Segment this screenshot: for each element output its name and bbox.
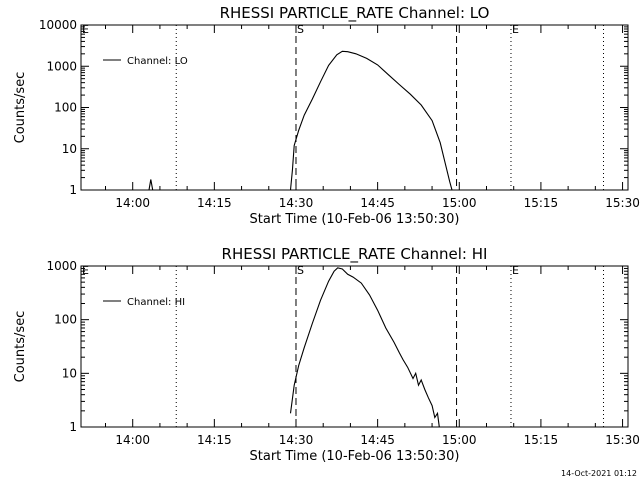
x-tick-label: 14:30 (279, 196, 314, 210)
event-marker-label: E (82, 264, 89, 277)
y-tick-label: 10000 (39, 18, 77, 32)
y-axis-label: Counts/sec (13, 72, 28, 144)
x-tick-label: 15:00 (442, 433, 477, 447)
x-tick-label: 15:15 (524, 196, 559, 210)
chart-title: RHESSI PARTICLE_RATE Channel: LO (220, 4, 490, 23)
chart-panel-2: RHESSI PARTICLE_RATE Channel: HI 1 10 100 10… (13, 245, 640, 464)
x-tick-label: 14:15 (197, 196, 232, 210)
x-tick-label: 14:00 (115, 196, 150, 210)
event-marker-label: S (297, 264, 304, 277)
y-tick-label: 1000 (46, 59, 77, 73)
x-axis-label: Start Time (10-Feb-06 13:50:30) (250, 212, 460, 227)
event-marker-label: S (297, 23, 304, 36)
x-tick-label: 14:15 (197, 433, 232, 447)
series-line-lo (148, 179, 154, 191)
plot-frame (80, 265, 629, 428)
legend-entry: Channel: HI (127, 297, 185, 308)
x-tick-label: 15:00 (442, 196, 477, 210)
x-tick-label: 15:30 (605, 433, 640, 447)
plot-frame (80, 24, 629, 191)
y-tick-label: 100 (54, 101, 77, 115)
y-tick-label: 10 (62, 142, 77, 156)
x-tick-label: 14:45 (360, 433, 395, 447)
event-marker-label: E (512, 264, 519, 277)
y-axis-label: Counts/sec (13, 311, 28, 383)
y-tick-label: 100 (54, 313, 77, 327)
x-tick-label: 14:00 (115, 433, 150, 447)
y-tick-label: 10 (62, 366, 77, 380)
x-tick-label: 14:30 (279, 433, 314, 447)
footer-timestamp: 14-Oct-2021 01:12 (561, 469, 637, 478)
series-line-lo (289, 50, 453, 191)
event-marker-label: E (512, 23, 519, 36)
series-line-hi (289, 267, 440, 428)
x-axis-label: Start Time (10-Feb-06 13:50:30) (250, 449, 460, 464)
x-tick-label: 14:45 (360, 196, 395, 210)
x-tick-label: 15:15 (524, 433, 559, 447)
y-tick-label: 1000 (46, 259, 77, 273)
y-tick-label: 1 (69, 183, 77, 197)
chart-panel-1: RHESSI PARTICLE_RATE Channel: LO 1 10 100 10… (13, 4, 640, 227)
legend-entry: Channel: LO (127, 56, 188, 67)
event-marker-label: E (82, 23, 89, 36)
chart-title: RHESSI PARTICLE_RATE Channel: HI (222, 245, 488, 264)
x-tick-label: 15:30 (605, 196, 640, 210)
y-tick-label: 1 (69, 420, 77, 434)
